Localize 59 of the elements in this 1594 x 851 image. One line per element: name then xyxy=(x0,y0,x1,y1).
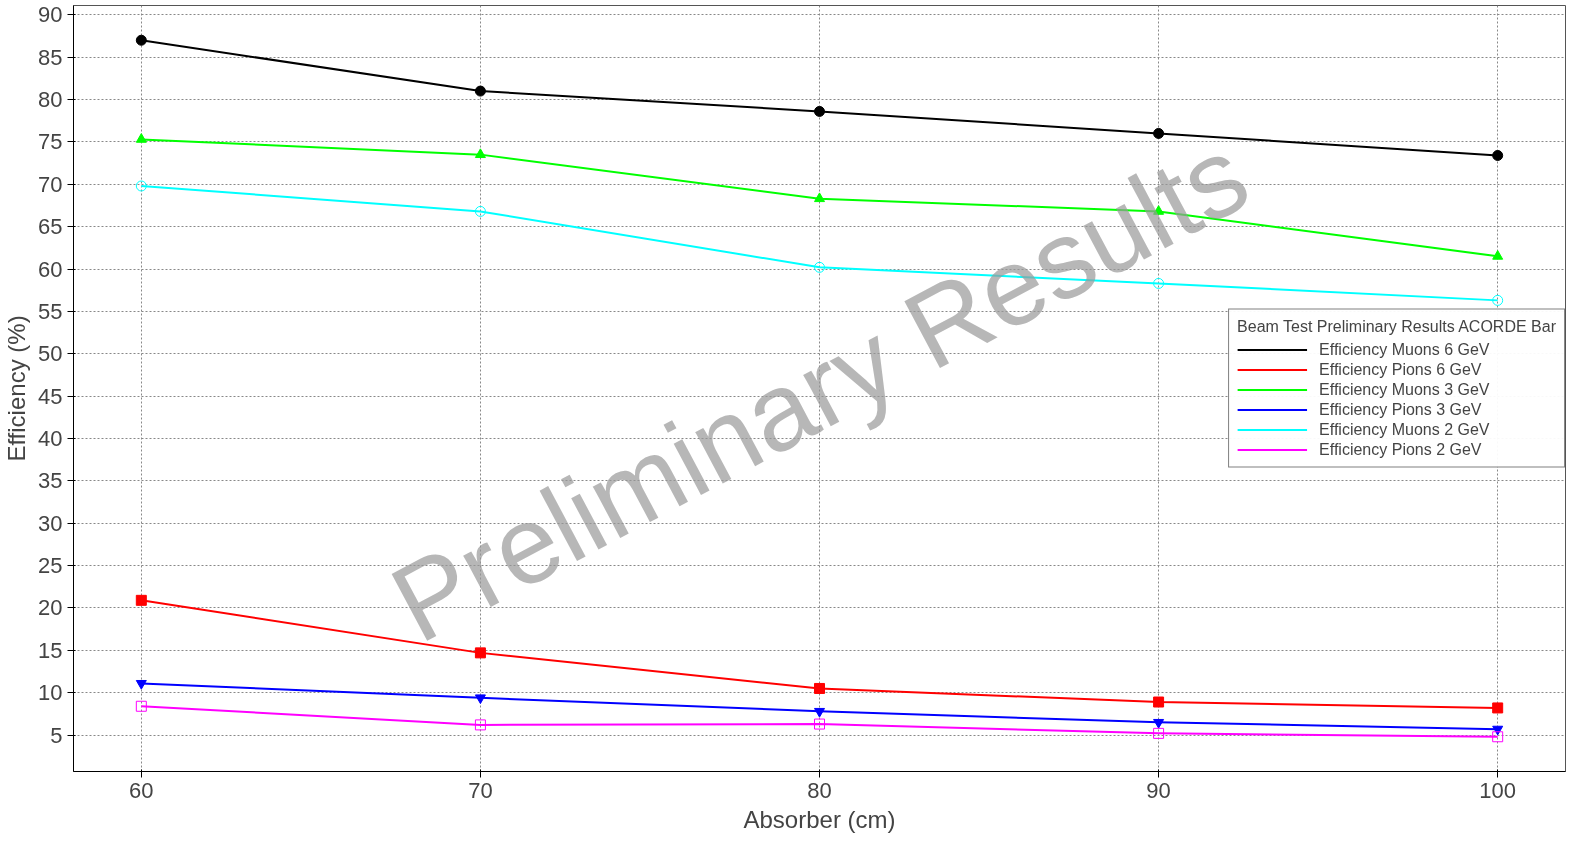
y-tick-label: 30 xyxy=(38,510,63,536)
point xyxy=(135,34,147,46)
legend-label: Efficiency Pions 3 GeV xyxy=(1319,400,1482,419)
x-tick-label: 100 xyxy=(1479,777,1517,803)
y-tick-label: 65 xyxy=(38,214,63,240)
point xyxy=(135,700,147,712)
legend-label: Efficiency Muons 2 GeV xyxy=(1319,420,1490,439)
point xyxy=(135,594,147,606)
y-tick-label: 75 xyxy=(38,129,63,155)
x-tick-label: 60 xyxy=(129,777,154,803)
y-tick-label: 80 xyxy=(38,87,63,113)
point xyxy=(135,180,147,192)
point xyxy=(1153,727,1165,739)
y-tick-label: 20 xyxy=(38,595,63,621)
y-tick-label: 50 xyxy=(38,341,63,367)
y-tick-label: 25 xyxy=(38,553,63,579)
x-tick-label: 90 xyxy=(1146,777,1171,803)
point xyxy=(814,718,825,730)
legend-label: Efficiency Pions 6 GeV xyxy=(1319,360,1482,379)
point xyxy=(135,133,147,143)
x-axis-title: Absorber (cm) xyxy=(743,805,896,833)
x-tick-label: 80 xyxy=(807,777,832,803)
y-tick-label: 45 xyxy=(38,383,63,409)
point xyxy=(1153,718,1165,729)
legend-label: Efficiency Muons 6 GeV xyxy=(1319,340,1490,359)
point xyxy=(814,682,825,694)
point xyxy=(1492,731,1504,743)
legend-label: Efficiency Muons 3 GeV xyxy=(1319,380,1490,399)
point xyxy=(814,707,825,718)
y-tick-label: 5 xyxy=(50,722,63,748)
point xyxy=(474,694,486,705)
point xyxy=(1492,294,1504,306)
point xyxy=(474,148,486,159)
y-tick-label: 40 xyxy=(38,425,63,451)
y-tick-label: 55 xyxy=(38,298,63,324)
point xyxy=(814,105,825,117)
point xyxy=(474,719,486,731)
point xyxy=(135,679,147,690)
y-tick-label: 60 xyxy=(38,256,63,282)
x-tick-label: 70 xyxy=(468,777,493,803)
point xyxy=(814,192,825,203)
point xyxy=(814,261,825,273)
point xyxy=(1492,149,1504,161)
point xyxy=(474,205,486,217)
point xyxy=(1153,696,1165,708)
point xyxy=(474,85,486,97)
y-tick-label: 70 xyxy=(38,171,63,197)
point xyxy=(1153,127,1165,139)
point xyxy=(1492,725,1504,736)
y-tick-label: 85 xyxy=(38,44,63,70)
y-tick-label: 35 xyxy=(38,468,63,494)
legend-label: Efficiency Pions 2 GeV xyxy=(1319,440,1482,459)
y-tick-label: 90 xyxy=(38,2,63,28)
y-tick-label: 10 xyxy=(38,680,63,706)
point xyxy=(474,647,486,659)
point xyxy=(1492,250,1504,260)
point xyxy=(1492,702,1504,714)
y-tick-label: 15 xyxy=(38,637,63,663)
y-axis-title: Efficiency (%) xyxy=(3,315,31,462)
